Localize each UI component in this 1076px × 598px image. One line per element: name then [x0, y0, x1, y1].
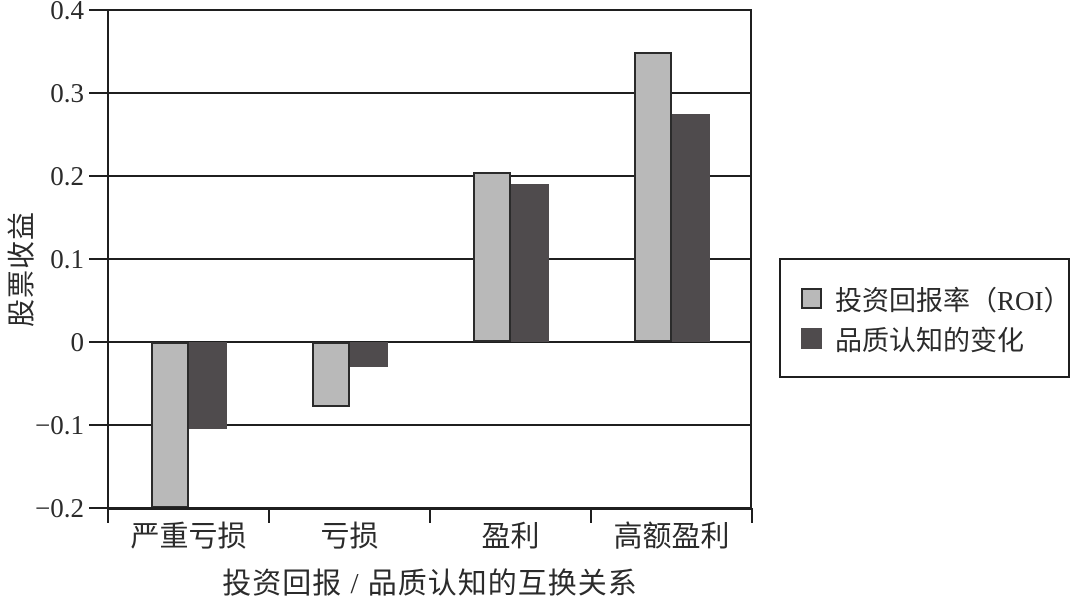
x-tick-mark [590, 508, 592, 523]
legend-item-quality: 品质认知的变化 [801, 322, 1068, 356]
x-tick-mark [268, 508, 270, 523]
bar-quality-0 [189, 342, 227, 429]
x-tick-mark [429, 508, 431, 523]
bar-roi-2 [473, 172, 511, 342]
x-tick-label: 亏损 [320, 521, 379, 553]
y-tick-label: 0.4 [50, 0, 84, 25]
y-tick-label: 0 [70, 327, 85, 357]
legend-item-roi: 投资回报率（ROI） [801, 282, 1071, 316]
x-tick-mark [751, 508, 753, 523]
gridline [108, 92, 752, 94]
y-tick-mark [89, 175, 108, 177]
y-tick-mark [89, 258, 108, 260]
y-tick-mark [89, 341, 108, 343]
y-axis-line [107, 10, 109, 523]
y-tick-label: 0.1 [50, 244, 84, 274]
y-tick-mark [89, 424, 108, 426]
plot-area: 0.4 0.3 0.2 0.1 0 −0.1 −0.2 严重亏损 亏损 盈利 高额盈利 [35, 0, 753, 553]
gridline [108, 424, 752, 426]
y-tick-mark [89, 92, 108, 94]
y-tick-label: 0.2 [50, 161, 84, 191]
y-tick-mark [89, 9, 108, 11]
bar-roi-3 [634, 52, 672, 342]
x-tick-label: 高额盈利 [613, 521, 730, 553]
y-tick-mark [89, 507, 108, 509]
quality-series-swatch [801, 327, 822, 349]
roi-series-label: 投资回报率（ROI） [835, 285, 1071, 316]
bar-quality-3 [672, 114, 710, 342]
bar-quality-2 [511, 184, 549, 342]
quality-series-label: 品质认知的变化 [835, 325, 1024, 356]
legend: 投资回报率（ROI） 品质认知的变化 [779, 258, 1071, 378]
x-tick-label: 严重亏损 [130, 521, 247, 553]
gridline [108, 258, 752, 260]
roi-series-swatch [801, 287, 822, 309]
y-tick-label: −0.1 [35, 410, 84, 440]
bar-roi-0 [151, 342, 189, 508]
y-tick-label: −0.2 [35, 493, 84, 523]
plot-right-border [750, 10, 752, 508]
y-tick-label: 0.3 [50, 78, 84, 108]
gridline [108, 341, 752, 343]
x-axis-title: 投资回报 / 品质认知的互换关系 [222, 568, 638, 598]
bar-quality-1 [350, 342, 388, 367]
x-tick-label: 盈利 [481, 521, 540, 553]
gridline [108, 175, 752, 177]
gridline [108, 9, 752, 11]
bar-roi-1 [312, 342, 350, 407]
